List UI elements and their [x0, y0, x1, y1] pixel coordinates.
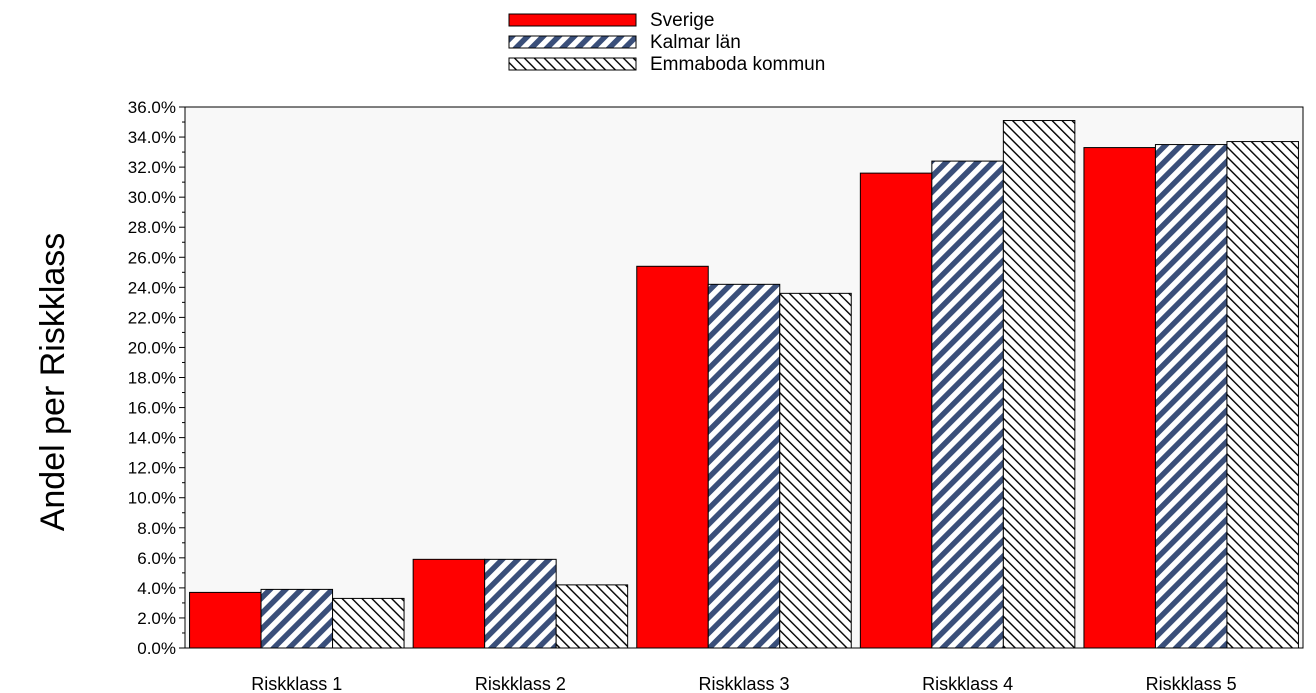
- legend-swatch: [508, 57, 637, 71]
- y-tick-label: 12.0%: [128, 459, 176, 478]
- y-tick-label: 6.0%: [137, 549, 176, 568]
- bar-sverige-1: [189, 591, 262, 649]
- bar-emmaboda-kommun-4: [1002, 120, 1076, 649]
- bar-sverige-3: [636, 265, 709, 649]
- y-tick-label: 24.0%: [128, 278, 176, 297]
- legend-swatch: [508, 35, 637, 49]
- y-tick-label: 20.0%: [128, 338, 176, 357]
- x-category-label: Riskklass 2: [475, 674, 566, 693]
- bar-emmaboda-kommun-3: [779, 292, 852, 649]
- legend-label: Kalmar län: [650, 32, 741, 53]
- y-tick-label: 36.0%: [128, 98, 176, 117]
- bar-emmaboda-kommun-2: [555, 584, 629, 649]
- bar-kalmar-l-n-4: [931, 160, 1004, 649]
- bar-emmaboda-kommun-1: [332, 597, 405, 649]
- y-tick-label: 4.0%: [137, 579, 176, 598]
- bar-kalmar-l-n-2: [484, 558, 557, 649]
- y-tick-label: 10.0%: [128, 489, 176, 508]
- bar-kalmar-l-n-3: [707, 283, 781, 649]
- x-category-label: Riskklass 3: [698, 674, 789, 693]
- y-tick-label: 28.0%: [128, 218, 176, 237]
- bar-emmaboda-kommun-5: [1226, 141, 1299, 649]
- x-category-label: Riskklass 4: [922, 674, 1013, 693]
- y-tick-label: 30.0%: [128, 188, 176, 207]
- bar-sverige-4: [859, 172, 933, 649]
- y-tick-label: 0.0%: [137, 639, 176, 658]
- bar-kalmar-l-n-1: [260, 588, 334, 649]
- y-tick-label: 14.0%: [128, 429, 176, 448]
- y-tick-label: 22.0%: [128, 308, 176, 327]
- bar-sverige-2: [412, 558, 486, 649]
- y-tick-label: 2.0%: [137, 609, 176, 628]
- legend-label: Emmaboda kommun: [650, 54, 825, 75]
- y-tick-label: 34.0%: [128, 128, 176, 147]
- y-tick-label: 16.0%: [128, 399, 176, 418]
- legend-swatch: [508, 13, 637, 27]
- y-axis-title: Andel per Riskklass: [34, 233, 72, 532]
- x-category-label: Riskklass 1: [251, 674, 342, 693]
- y-tick-label: 26.0%: [128, 248, 176, 267]
- y-axis: 0.0% 2.0% 4.0% 6.0% 8.0% 10.0% 12.0% 14.0% 16.0%…: [128, 98, 185, 658]
- y-tick-label: 18.0%: [128, 369, 176, 388]
- x-category-label: Riskklass 5: [1146, 674, 1237, 693]
- x-axis: Riskklass 1 Riskklass 2 Riskklass 3 Riskkla…: [251, 674, 1236, 693]
- legend-label: Sverige: [650, 10, 714, 31]
- bar-sverige-5: [1083, 147, 1156, 649]
- y-tick-label: 32.0%: [128, 158, 176, 177]
- bar-kalmar-l-n-5: [1154, 144, 1228, 649]
- y-tick-label: 8.0%: [137, 519, 176, 538]
- plot-border: [184, 106, 1304, 649]
- bars: [189, 120, 1299, 649]
